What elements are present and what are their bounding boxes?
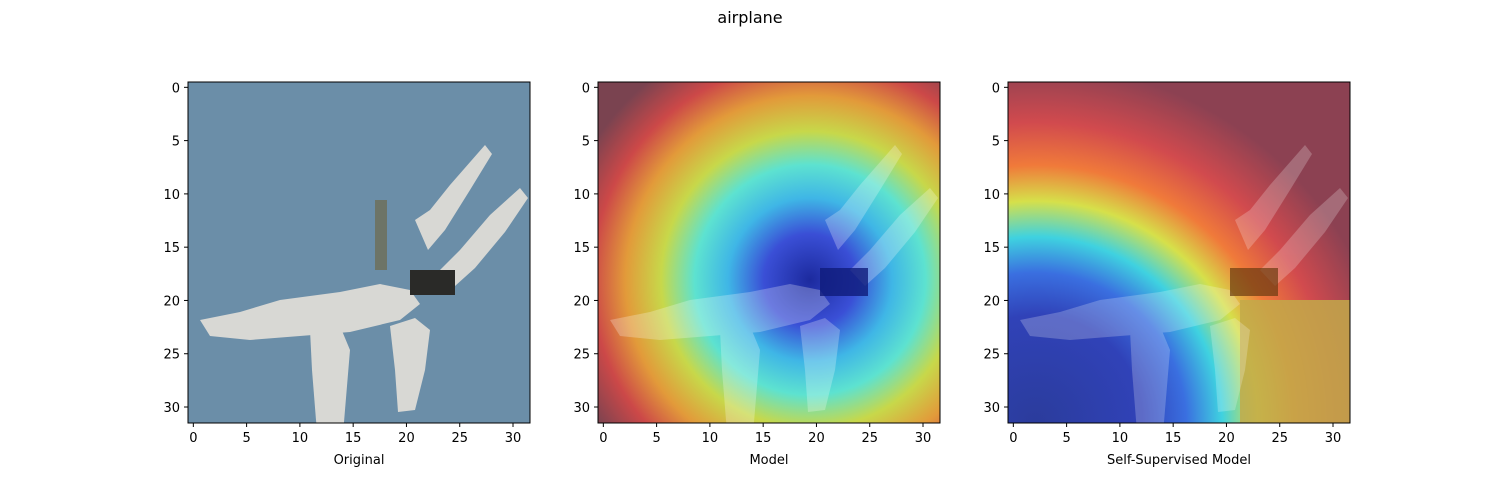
y-tick-label: 10: [163, 188, 180, 203]
x-tick-label: 30: [505, 431, 522, 446]
axes-frame: [597, 81, 941, 424]
x-tick-label: 20: [1218, 431, 1235, 446]
x-axis-label: Original: [334, 453, 385, 468]
y-tick-label: 0: [992, 81, 1000, 96]
panel-self-supervised-model: 0 5 10 15 20 25 30 0 5 10 15 20 25 30 Self-Supervised…: [983, 81, 1351, 468]
x-tick-label: 5: [652, 431, 660, 446]
x-tick-label: 0: [189, 431, 197, 446]
y-tick-label: 25: [573, 348, 590, 363]
y-tick-label: 30: [163, 401, 180, 416]
y-tick-label: 20: [163, 294, 180, 309]
y-tick-label: 25: [983, 348, 1000, 363]
x-tick-label: 0: [1009, 431, 1017, 446]
x-tick-label: 10: [292, 431, 309, 446]
x-tick-label: 30: [915, 431, 932, 446]
y-tick-label: 25: [163, 348, 180, 363]
fin-shadow: [375, 200, 387, 270]
figure-title: airplane: [717, 8, 783, 27]
y-tick-label: 0: [172, 81, 180, 96]
y-tick-label: 30: [983, 401, 1000, 416]
x-tick-label: 10: [1112, 431, 1129, 446]
y-tick-label: 10: [983, 188, 1000, 203]
y-tick-label: 0: [582, 81, 590, 96]
y-tick-label: 15: [163, 241, 180, 256]
axes-frame: [187, 81, 531, 424]
panel-model: 0 5 10 15 20 25 30 0 5 10 15 20 25 30 Model: [573, 81, 941, 468]
x-tick-label: 5: [242, 431, 250, 446]
x-tick-label: 20: [808, 431, 825, 446]
x-tick-label: 30: [1325, 431, 1342, 446]
x-tick-label: 15: [755, 431, 772, 446]
axes-frame: [1007, 81, 1351, 424]
y-tick-label: 5: [172, 135, 180, 150]
y-tick-label: 15: [983, 241, 1000, 256]
lower-right-region: [1240, 300, 1350, 423]
y-tick-label: 5: [992, 135, 1000, 150]
x-tick-label: 20: [398, 431, 415, 446]
x-tick-label: 15: [345, 431, 362, 446]
x-axis-label: Model: [749, 453, 788, 468]
panel-original: 0 5 10 15 20 25 30 0 5 10 15 20 25 30 Original: [163, 81, 531, 468]
y-tick-label: 15: [573, 241, 590, 256]
y-tick-label: 10: [573, 188, 590, 203]
x-tick-label: 10: [702, 431, 719, 446]
y-tick-label: 30: [573, 401, 590, 416]
x-tick-label: 25: [1271, 431, 1288, 446]
x-tick-label: 25: [861, 431, 878, 446]
x-tick-label: 5: [1062, 431, 1070, 446]
y-tick-label: 5: [582, 135, 590, 150]
x-tick-label: 0: [599, 431, 607, 446]
cockpit-shadow: [1230, 268, 1278, 296]
x-tick-label: 25: [451, 431, 468, 446]
x-axis-label: Self-Supervised Model: [1107, 453, 1251, 468]
cockpit-shadow: [820, 268, 868, 296]
x-tick-label: 15: [1165, 431, 1182, 446]
y-tick-label: 20: [983, 294, 1000, 309]
y-tick-label: 20: [573, 294, 590, 309]
cockpit-shadow: [410, 270, 455, 295]
